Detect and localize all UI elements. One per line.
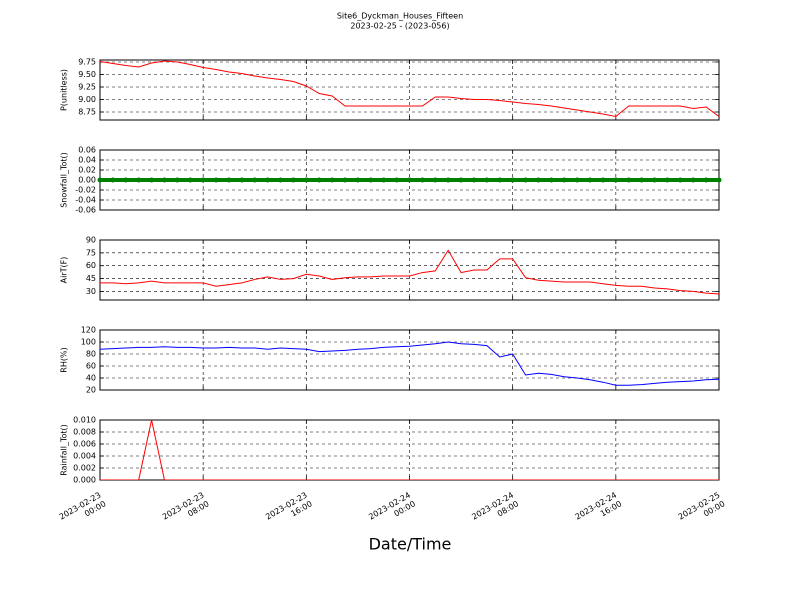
data-marker bbox=[600, 177, 606, 183]
data-marker bbox=[652, 177, 658, 183]
data-marker bbox=[278, 177, 284, 183]
y-tick-label: 90 bbox=[86, 236, 96, 245]
data-line bbox=[100, 60, 719, 118]
y-tick-label: 0.002 bbox=[73, 464, 96, 473]
data-marker bbox=[161, 177, 167, 183]
data-marker bbox=[381, 177, 387, 183]
y-tick-label: 9.75 bbox=[78, 58, 96, 67]
chart-title: Site6_Dyckman_Houses_Fifteen bbox=[337, 12, 463, 21]
y-tick-label: 80 bbox=[86, 350, 96, 359]
data-marker bbox=[639, 177, 645, 183]
data-marker bbox=[213, 177, 219, 183]
chart-subtitle: 2023-02-25 - (2023-056) bbox=[350, 22, 449, 31]
data-marker bbox=[368, 177, 374, 183]
data-marker bbox=[226, 177, 232, 183]
y-tick-label: 0.004 bbox=[73, 452, 96, 461]
data-marker bbox=[110, 177, 116, 183]
data-marker bbox=[342, 177, 348, 183]
data-marker bbox=[303, 177, 309, 183]
data-line bbox=[100, 249, 719, 295]
data-marker bbox=[97, 177, 103, 183]
data-marker bbox=[664, 177, 670, 183]
y-tick-label: 100 bbox=[81, 338, 96, 347]
y-tick-label: 30 bbox=[86, 287, 96, 296]
y-tick-label: 0.04 bbox=[78, 156, 96, 165]
y-tick-label: 9.00 bbox=[78, 95, 96, 104]
data-marker bbox=[690, 177, 696, 183]
data-marker bbox=[703, 177, 709, 183]
y-tick-label: 0.02 bbox=[78, 166, 96, 175]
data-marker bbox=[497, 177, 503, 183]
y-axis-label: AirT(F) bbox=[60, 257, 69, 284]
data-marker bbox=[510, 177, 516, 183]
y-tick-label: 0.00 bbox=[78, 176, 96, 185]
y-tick-label: 0.008 bbox=[73, 428, 96, 437]
data-marker bbox=[407, 177, 412, 183]
data-marker bbox=[200, 177, 206, 183]
data-marker bbox=[458, 177, 464, 183]
y-axis-label: RH(%) bbox=[60, 347, 69, 372]
data-marker bbox=[561, 177, 567, 183]
data-marker bbox=[523, 177, 529, 183]
y-tick-label: -0.04 bbox=[75, 196, 96, 205]
y-tick-label: 75 bbox=[86, 248, 96, 257]
y-tick-label: 60 bbox=[86, 261, 96, 270]
data-marker bbox=[432, 177, 438, 183]
y-tick-label: 9.25 bbox=[78, 83, 96, 92]
y-axis-label: Snowfall_Tot() bbox=[60, 152, 69, 208]
y-tick-label: 45 bbox=[86, 274, 96, 283]
data-marker bbox=[471, 177, 477, 183]
data-marker bbox=[548, 177, 554, 183]
data-marker bbox=[716, 177, 722, 183]
data-marker bbox=[174, 177, 180, 183]
y-tick-label: 40 bbox=[86, 374, 96, 383]
data-marker bbox=[484, 177, 490, 183]
data-marker bbox=[265, 177, 271, 183]
y-tick-label: 0.000 bbox=[73, 476, 96, 485]
data-marker bbox=[329, 177, 335, 183]
x-axis-label: Date/Time bbox=[369, 535, 452, 554]
y-tick-label: -0.06 bbox=[75, 206, 96, 215]
data-marker bbox=[239, 177, 245, 183]
data-marker bbox=[613, 177, 619, 183]
y-tick-label: -0.02 bbox=[75, 186, 96, 195]
data-marker bbox=[136, 177, 142, 183]
data-marker bbox=[419, 177, 425, 183]
data-marker bbox=[187, 177, 193, 183]
data-marker bbox=[626, 177, 632, 183]
y-tick-label: 8.75 bbox=[78, 108, 96, 117]
data-marker bbox=[123, 177, 129, 183]
data-marker bbox=[394, 177, 400, 183]
y-tick-label: 9.50 bbox=[78, 70, 96, 79]
y-axis-label: Rainfall_Tot() bbox=[60, 424, 69, 476]
y-tick-label: 60 bbox=[86, 362, 96, 371]
y-tick-label: 0.06 bbox=[78, 146, 96, 155]
data-line bbox=[100, 341, 719, 386]
y-tick-label: 0.010 bbox=[73, 416, 96, 425]
data-marker bbox=[290, 177, 296, 183]
y-tick-label: 0.006 bbox=[73, 440, 96, 449]
data-marker bbox=[535, 177, 541, 183]
data-marker bbox=[355, 177, 361, 183]
y-axis-label: P(unitless) bbox=[60, 69, 69, 111]
data-marker bbox=[316, 177, 322, 183]
data-marker bbox=[574, 177, 580, 183]
y-tick-label: 120 bbox=[81, 326, 96, 335]
data-marker bbox=[677, 177, 683, 183]
data-marker bbox=[587, 177, 593, 183]
data-marker bbox=[252, 177, 258, 183]
y-tick-label: 20 bbox=[86, 386, 96, 395]
data-marker bbox=[445, 177, 451, 183]
data-marker bbox=[149, 177, 155, 183]
